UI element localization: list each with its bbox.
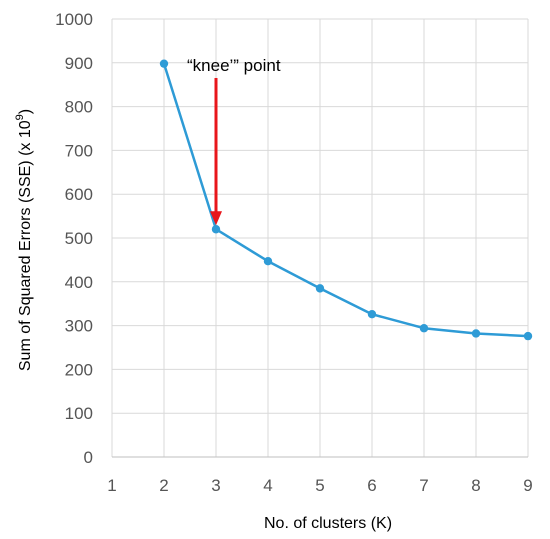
y-tick-label: 100 bbox=[65, 404, 93, 423]
data-point bbox=[367, 310, 377, 319]
x-tick-label: 3 bbox=[211, 476, 220, 495]
y-tick-label: 900 bbox=[65, 54, 93, 73]
y-tick-label: 600 bbox=[65, 185, 93, 204]
y-axis-ticks: 0 100 200 300 400 500 600 700 800 900 1000 bbox=[55, 10, 93, 467]
y-axis-title-main: Sum of Squared Errors (SSE) (x 10 bbox=[17, 120, 34, 371]
y-axis-title-suffix: ) bbox=[17, 109, 34, 114]
y-tick-label: 400 bbox=[65, 273, 93, 292]
x-tick-label: 2 bbox=[159, 476, 168, 495]
x-tick-label: 7 bbox=[419, 476, 428, 495]
y-tick-label: 500 bbox=[65, 229, 93, 248]
y-tick-label: 700 bbox=[65, 141, 93, 160]
x-axis-title: No. of clusters (K) bbox=[264, 515, 392, 532]
annotation: “knee’” point bbox=[187, 56, 281, 226]
x-tick-label: 5 bbox=[315, 476, 324, 495]
data-point bbox=[419, 324, 429, 333]
data-point bbox=[263, 257, 273, 266]
x-tick-label: 1 bbox=[107, 476, 116, 495]
x-tick-label: 6 bbox=[367, 476, 376, 495]
series-layer bbox=[159, 59, 533, 341]
x-tick-label: 9 bbox=[523, 476, 532, 495]
x-tick-label: 8 bbox=[471, 476, 480, 495]
series-line bbox=[162, 63, 529, 338]
y-axis-title: Sum of Squared Errors (SSE) (x 109) bbox=[14, 109, 34, 371]
y-tick-label: 300 bbox=[65, 317, 93, 336]
data-point bbox=[211, 225, 221, 234]
y-tick-label: 1000 bbox=[55, 10, 93, 29]
knee-arrowhead bbox=[210, 211, 222, 226]
data-point bbox=[523, 331, 533, 341]
grid bbox=[111, 18, 529, 457]
x-axis-ticks: 1 2 3 4 5 6 7 8 9 bbox=[107, 476, 532, 495]
x-tick-label: 4 bbox=[263, 476, 272, 495]
data-point bbox=[315, 284, 325, 293]
y-tick-label: 0 bbox=[84, 448, 93, 467]
y-tick-label: 200 bbox=[65, 360, 93, 379]
y-tick-label: 800 bbox=[65, 98, 93, 117]
y-axis-title-exponent: 9 bbox=[14, 114, 26, 120]
data-point bbox=[159, 59, 169, 68]
data-point bbox=[471, 329, 481, 338]
knee-label: “knee’” point bbox=[187, 56, 281, 75]
